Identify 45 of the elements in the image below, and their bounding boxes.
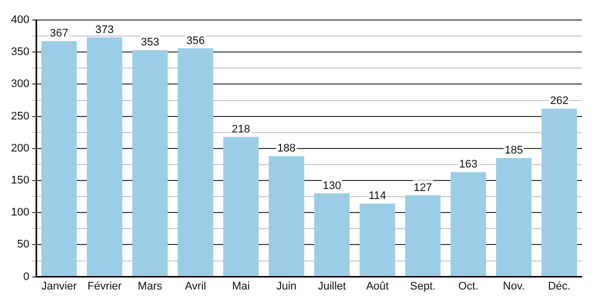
x-tick-label: Août xyxy=(366,280,389,292)
data-label: 127 xyxy=(414,182,432,194)
data-label: 356 xyxy=(186,34,205,47)
y-tick-label: 300 xyxy=(10,78,30,90)
x-tick-label: Juin xyxy=(276,280,297,292)
data-label: 188 xyxy=(277,142,296,155)
x-tick-label: Janvier xyxy=(41,280,78,292)
bar xyxy=(496,158,532,276)
bar xyxy=(132,50,168,276)
bar xyxy=(360,204,396,276)
data-label: 114 xyxy=(368,190,386,202)
data-label: 373 xyxy=(95,24,114,36)
y-tick-label: 100 xyxy=(10,206,30,219)
x-tick-label: Déc. xyxy=(548,280,571,292)
y-tick-label: 50 xyxy=(17,238,30,251)
x-tick-label: Sept. xyxy=(410,280,436,292)
x-tick-label: Juillet xyxy=(318,280,346,292)
y-tick-label: 250 xyxy=(10,110,30,122)
bar xyxy=(268,156,304,276)
bar xyxy=(405,195,441,276)
data-label: 130 xyxy=(322,180,342,192)
data-label: 353 xyxy=(140,36,160,49)
bar xyxy=(450,172,486,276)
bar xyxy=(41,41,77,276)
y-tick-label: 0 xyxy=(23,270,30,283)
data-label: 218 xyxy=(232,123,250,136)
bar xyxy=(86,37,122,276)
data-label: 367 xyxy=(50,28,68,40)
bar xyxy=(178,48,214,276)
bar xyxy=(542,108,577,276)
y-tick-label: 200 xyxy=(10,142,30,154)
y-tick-label: 350 xyxy=(10,46,30,58)
x-tick-label: Mai xyxy=(232,280,250,292)
y-tick-label: 150 xyxy=(10,174,30,187)
x-tick-label: Février xyxy=(87,280,122,292)
data-label: 163 xyxy=(459,158,478,171)
bar xyxy=(223,136,259,276)
bar xyxy=(314,193,350,276)
x-tick-label: Oct. xyxy=(458,280,478,292)
x-tick-label: Mars xyxy=(138,280,163,292)
data-label: 185 xyxy=(504,144,523,157)
data-label: 262 xyxy=(550,95,568,108)
y-tick-label: 400 xyxy=(10,14,30,26)
x-tick-label: Nov. xyxy=(502,280,525,292)
x-tick-label: Avril xyxy=(184,280,206,292)
